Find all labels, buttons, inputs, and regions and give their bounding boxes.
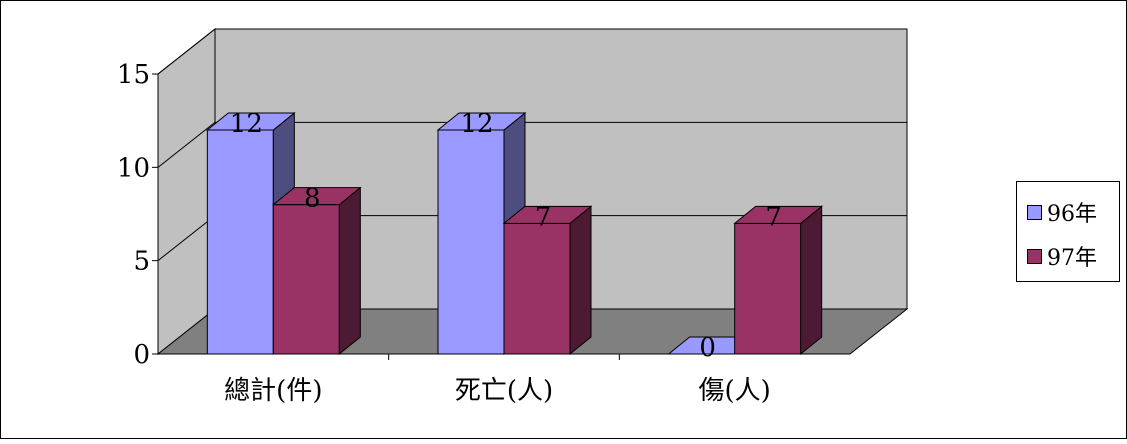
- bar: [733, 205, 824, 356]
- y-tick-label: 5: [133, 247, 150, 277]
- data-label: 0: [699, 333, 716, 363]
- bar-side: [338, 186, 361, 356]
- legend-item-97: 97年: [1027, 240, 1097, 272]
- y-axis-ticks: 0 5 10 15: [117, 60, 158, 370]
- data-label: 12: [230, 109, 263, 139]
- bar-front: [206, 129, 274, 355]
- bar: [502, 205, 593, 356]
- gridline: [157, 28, 907, 75]
- legend-swatch-97: [1027, 248, 1042, 264]
- legend-label-96: 96年: [1047, 202, 1097, 227]
- data-label: 7: [765, 202, 782, 232]
- bar-front: [734, 222, 802, 355]
- y-tick-label: 0: [133, 340, 150, 370]
- x-axis-ticks: 總計(件) 死亡(人) 傷(人): [224, 354, 771, 406]
- x-tick-label: 總計(件): [224, 376, 322, 406]
- data-label: 7: [535, 202, 552, 232]
- data-label: 12: [460, 109, 493, 139]
- data-label: 8: [304, 184, 321, 214]
- bar-top: [205, 112, 296, 131]
- bars: [205, 111, 824, 356]
- side-wall: [157, 27, 216, 356]
- bar-top: [436, 112, 527, 131]
- bar-front: [503, 222, 571, 355]
- bar-top: [733, 205, 824, 224]
- legend-label-97: 97年: [1047, 246, 1097, 271]
- bar-side: [569, 205, 592, 356]
- gridline: [157, 121, 907, 168]
- bar: [271, 186, 362, 356]
- legend-swatch-96: [1027, 204, 1042, 220]
- legend: 96年 97年: [1016, 181, 1120, 282]
- bar-top: [502, 205, 593, 224]
- y-tick-label: 15: [117, 60, 150, 90]
- x-tick-label: 死亡(人): [455, 376, 553, 406]
- data-labels: 12 8 12 7 0 7: [230, 109, 782, 363]
- bar-top: [271, 187, 362, 206]
- x-tick-label: 傷(人): [699, 376, 771, 406]
- bar-front: [437, 129, 505, 355]
- bar-front: [272, 204, 340, 355]
- bar-side: [800, 205, 823, 356]
- y-tick-label: 10: [117, 153, 150, 183]
- legend-item-96: 96年: [1027, 196, 1097, 228]
